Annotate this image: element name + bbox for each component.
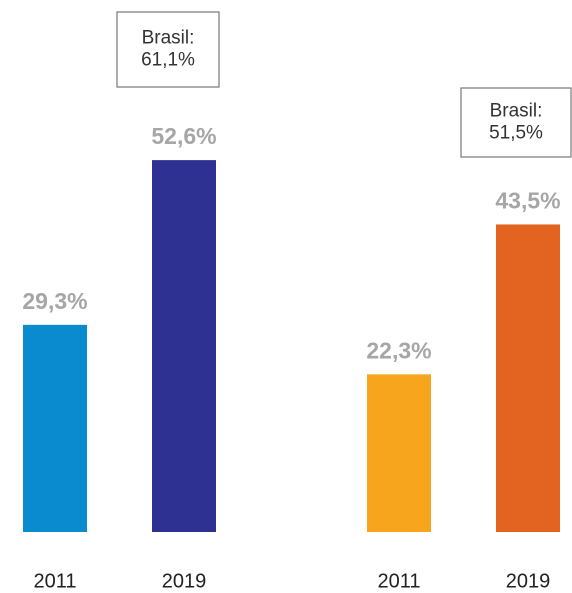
value-label: 43,5% xyxy=(495,188,560,214)
value-label: 52,6% xyxy=(151,123,216,149)
x-tick-label: 2019 xyxy=(506,570,551,592)
bar xyxy=(152,160,216,533)
annotation-text: 51,5% xyxy=(489,123,543,144)
bar xyxy=(367,374,431,532)
value-label: 29,3% xyxy=(22,288,87,314)
x-tick-label: 2011 xyxy=(33,570,76,592)
annotation-text: 61,1% xyxy=(141,50,195,71)
annotation-text: Brasil: xyxy=(142,28,195,49)
bar xyxy=(23,324,87,532)
x-tick-label: 2011 xyxy=(377,570,420,592)
x-tick-label: 2019 xyxy=(162,570,207,592)
value-label: 22,3% xyxy=(366,337,431,363)
annotation-text: Brasil: xyxy=(490,101,543,122)
bar xyxy=(496,224,560,532)
annotation-box xyxy=(460,87,572,158)
annotation-box xyxy=(116,11,220,88)
